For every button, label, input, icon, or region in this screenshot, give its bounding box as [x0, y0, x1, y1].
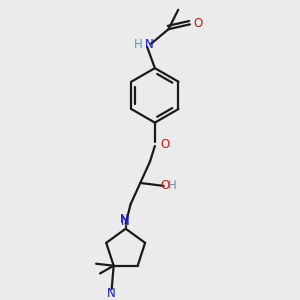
Text: O: O: [193, 17, 202, 30]
Text: H: H: [168, 179, 177, 192]
Text: H: H: [134, 38, 143, 51]
Text: O: O: [160, 179, 169, 192]
Text: N: N: [107, 287, 116, 300]
Text: O: O: [160, 137, 169, 151]
Text: N: N: [121, 215, 130, 228]
Text: N: N: [145, 38, 153, 51]
Text: N: N: [120, 213, 129, 226]
